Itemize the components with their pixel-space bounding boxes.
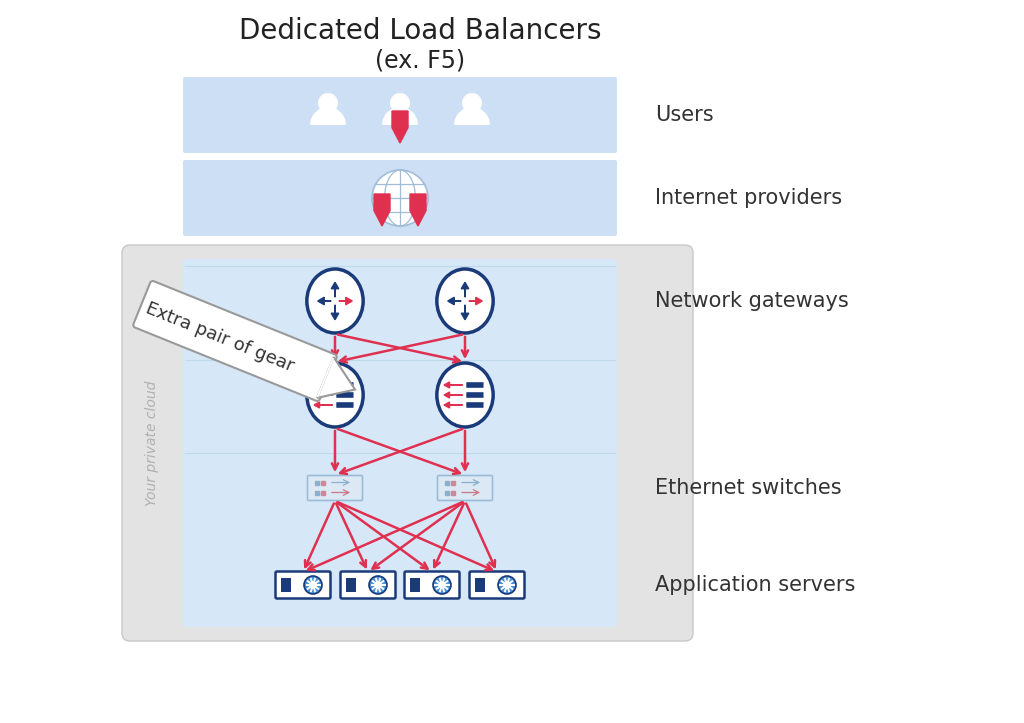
FancyArrow shape <box>339 297 352 305</box>
FancyBboxPatch shape <box>475 578 485 592</box>
FancyArrow shape <box>314 382 333 388</box>
FancyArrow shape <box>461 305 469 320</box>
Circle shape <box>372 170 428 226</box>
FancyBboxPatch shape <box>466 402 483 408</box>
Text: Your private cloud: Your private cloud <box>145 380 159 505</box>
FancyBboxPatch shape <box>437 476 493 500</box>
Circle shape <box>318 93 338 113</box>
FancyBboxPatch shape <box>281 578 291 592</box>
FancyBboxPatch shape <box>404 571 460 599</box>
Circle shape <box>503 581 511 589</box>
FancyArrow shape <box>317 297 331 305</box>
FancyBboxPatch shape <box>336 402 353 408</box>
FancyArrow shape <box>374 194 390 226</box>
Circle shape <box>498 576 516 594</box>
FancyArrow shape <box>461 282 469 297</box>
Ellipse shape <box>437 363 494 427</box>
Circle shape <box>390 93 410 113</box>
FancyBboxPatch shape <box>183 259 617 627</box>
Ellipse shape <box>437 269 494 333</box>
Text: Internet providers: Internet providers <box>655 188 842 208</box>
Text: Application servers: Application servers <box>655 575 855 595</box>
Polygon shape <box>316 358 334 398</box>
Circle shape <box>304 576 322 594</box>
Text: (ex. F5): (ex. F5) <box>375 48 465 72</box>
FancyBboxPatch shape <box>410 578 420 592</box>
FancyArrow shape <box>444 402 463 408</box>
FancyArrow shape <box>314 392 333 398</box>
FancyBboxPatch shape <box>466 382 483 388</box>
FancyArrow shape <box>410 194 426 226</box>
Ellipse shape <box>307 269 364 333</box>
FancyArrow shape <box>469 297 482 305</box>
FancyBboxPatch shape <box>183 160 617 236</box>
Circle shape <box>369 576 387 594</box>
Text: Extra pair of gear: Extra pair of gear <box>143 299 297 375</box>
Ellipse shape <box>307 363 364 427</box>
Text: Dedicated Load Balancers: Dedicated Load Balancers <box>239 17 601 45</box>
FancyArrow shape <box>331 305 339 320</box>
Circle shape <box>309 581 316 589</box>
Text: Network gateways: Network gateways <box>655 291 849 311</box>
FancyArrow shape <box>331 282 339 297</box>
Circle shape <box>374 581 382 589</box>
Polygon shape <box>317 357 355 398</box>
FancyBboxPatch shape <box>183 77 617 153</box>
Text: Users: Users <box>655 105 714 125</box>
FancyBboxPatch shape <box>336 382 353 388</box>
Circle shape <box>433 576 451 594</box>
FancyArrow shape <box>392 111 408 143</box>
FancyBboxPatch shape <box>341 571 395 599</box>
FancyBboxPatch shape <box>336 392 353 398</box>
FancyBboxPatch shape <box>307 476 362 500</box>
Text: Ethernet switches: Ethernet switches <box>655 478 842 498</box>
FancyArrow shape <box>444 382 463 388</box>
FancyBboxPatch shape <box>122 245 693 641</box>
FancyArrow shape <box>444 392 463 398</box>
FancyBboxPatch shape <box>466 392 483 398</box>
FancyBboxPatch shape <box>469 571 524 599</box>
Circle shape <box>462 93 482 113</box>
FancyBboxPatch shape <box>133 281 337 401</box>
FancyArrow shape <box>314 402 333 408</box>
FancyBboxPatch shape <box>346 578 356 592</box>
FancyBboxPatch shape <box>275 571 331 599</box>
Circle shape <box>438 581 445 589</box>
FancyArrow shape <box>447 297 461 305</box>
